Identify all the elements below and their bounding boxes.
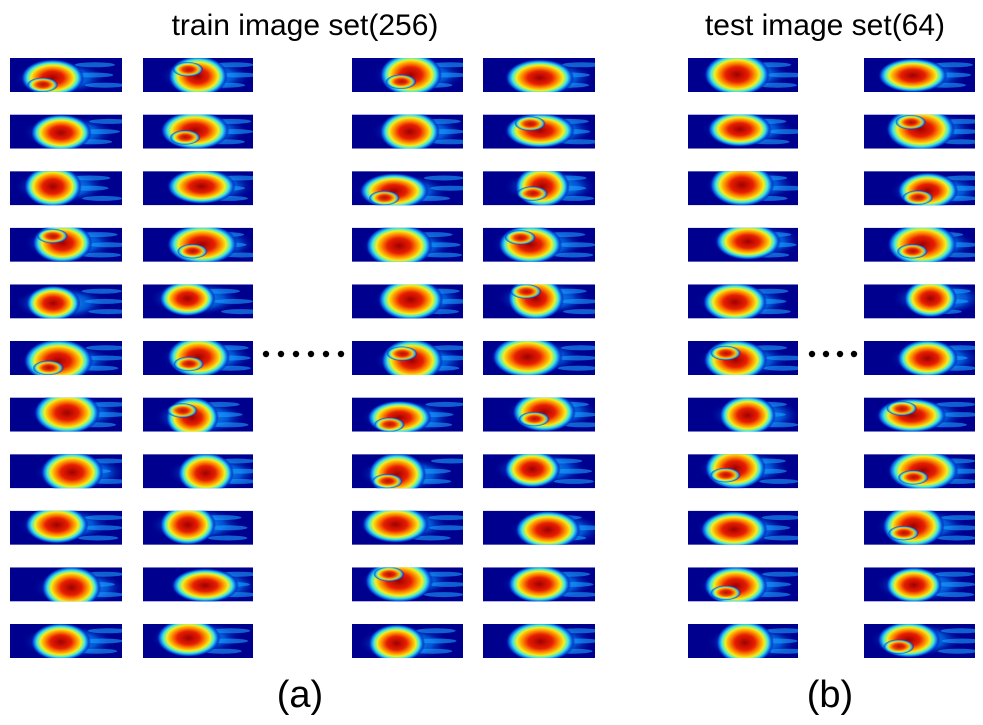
thumbnail (143, 505, 253, 546)
thumbnail (10, 166, 122, 208)
thumbnail (10, 223, 128, 263)
thumbnail (352, 279, 472, 321)
thumbnail (688, 621, 806, 665)
thumbnail (10, 451, 129, 493)
thumbnail (143, 619, 253, 658)
thumbnail (688, 112, 807, 149)
thumbnail (483, 58, 602, 96)
thumbnail-grid (10, 53, 983, 665)
panel-title: test image set(64) (705, 9, 945, 42)
thumbnail (352, 624, 463, 663)
thumbnail (864, 621, 982, 658)
thumbnail (10, 284, 129, 320)
thumbnail (483, 166, 597, 208)
thumbnail (143, 567, 259, 602)
thumbnail (864, 171, 983, 209)
thumbnail (864, 108, 982, 151)
thumbnail (143, 453, 260, 494)
thumbnail (143, 336, 253, 377)
thumbnail (688, 566, 802, 606)
thumbnail (352, 506, 469, 545)
thumbnail (483, 621, 599, 662)
thumbnail (10, 623, 128, 661)
thumbnail (10, 339, 126, 383)
thumbnail (864, 505, 981, 548)
thumbnail (10, 506, 125, 545)
thumbnail (864, 58, 975, 93)
thumbnail (483, 392, 603, 432)
thumbnail (143, 224, 261, 264)
panel-label: (a) (277, 674, 323, 716)
thumbnail (688, 339, 805, 380)
thumbnail (864, 223, 980, 266)
thumbnail (352, 224, 463, 268)
thumbnail (483, 113, 599, 149)
thumbnail (864, 398, 980, 433)
thumbnail (864, 339, 982, 377)
panel-title: train image set(256) (172, 9, 439, 42)
thumbnail (352, 53, 470, 96)
thumbnail (864, 450, 983, 491)
thumbnail (483, 565, 598, 603)
thumbnail (10, 566, 126, 609)
thumbnail (483, 511, 604, 549)
thumbnail (10, 114, 129, 151)
thumbnail (483, 225, 596, 264)
thumbnail (483, 277, 603, 320)
thumbnail (352, 452, 471, 496)
figure: train image set(256) test image set(64) … (0, 0, 983, 720)
thumbnail (10, 391, 129, 434)
thumbnail (143, 111, 253, 150)
thumbnail (352, 111, 471, 152)
thumbnail (688, 447, 799, 489)
thumbnail (10, 58, 125, 97)
thumbnail (864, 567, 976, 603)
panel-label: (b) (807, 674, 853, 716)
thumbnail (143, 281, 261, 319)
thumbnail (483, 336, 601, 378)
thumbnail (688, 511, 804, 548)
thumbnail (688, 282, 798, 322)
thumbnail (352, 339, 472, 383)
thumbnail (352, 171, 470, 209)
thumbnail (143, 56, 258, 97)
thumbnail (688, 395, 802, 435)
thumbnail (352, 560, 468, 603)
thumbnail (483, 451, 595, 489)
thumbnail (688, 163, 805, 206)
thumbnail (688, 223, 802, 262)
thumbnail (864, 279, 983, 318)
thumbnail (143, 397, 253, 438)
thumbnail (352, 398, 465, 435)
thumbnail (143, 169, 259, 205)
thumbnail (688, 53, 805, 96)
